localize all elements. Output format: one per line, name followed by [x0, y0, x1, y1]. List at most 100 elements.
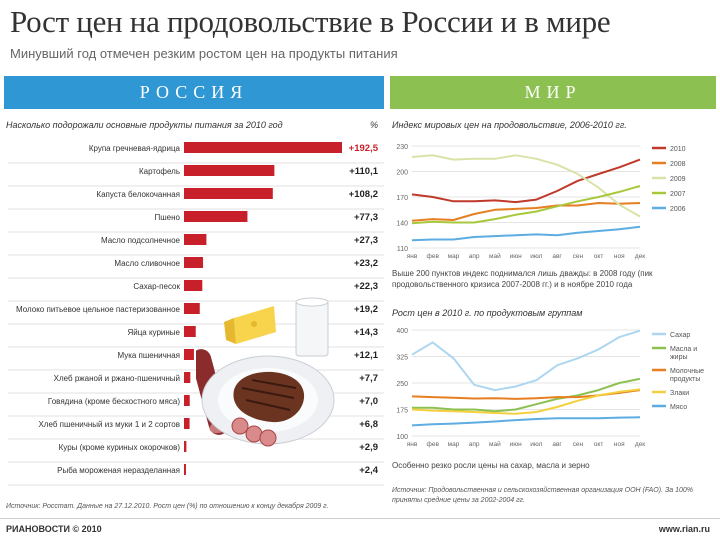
- series-line: [411, 416, 641, 427]
- bar: [184, 372, 191, 383]
- legend-label: 2007: [670, 191, 686, 198]
- series-line: [411, 329, 641, 392]
- x-tick-label: фев: [427, 441, 440, 448]
- x-tick-label: сен: [573, 441, 584, 448]
- bar-category-label: Куры (кроме куриных окорочков): [59, 443, 181, 452]
- bar: [184, 234, 207, 245]
- bar-value-label: +6,8: [359, 419, 378, 430]
- steak-icon: [233, 371, 305, 423]
- bar: [184, 280, 203, 291]
- bar-value-label: +2,4: [359, 465, 378, 476]
- series-line: [411, 388, 641, 415]
- x-tick-label: июн: [510, 441, 523, 448]
- x-tick-label: июн: [510, 253, 523, 260]
- group-chart-title: Рост цен в 2010 г. по продуктовым группа…: [392, 308, 583, 318]
- x-tick-label: мар: [448, 441, 460, 448]
- x-tick-label: май: [489, 440, 501, 448]
- world-food-index-chart: 110 140 170 200 230 янв фев мар апр май июн июл авг с…: [396, 144, 686, 260]
- footer-divider: [0, 518, 720, 519]
- series-line: [411, 154, 641, 218]
- x-tick-label: окт: [594, 441, 604, 448]
- bar: [184, 395, 190, 406]
- legend-label: Злаки: [670, 390, 689, 397]
- bar-value-label: +192,5: [349, 143, 379, 154]
- bar: [184, 303, 200, 314]
- x-tick-label: мар: [448, 253, 460, 260]
- x-tick-label: дек: [635, 253, 645, 260]
- group-chart-note: Особенно резко росли цены на сахар, масл…: [392, 461, 590, 470]
- bar-chart-title: Насколько подорожали основные продукты п…: [6, 120, 283, 130]
- y-tick-label: 325: [396, 355, 408, 362]
- bar-category-label: Рыба мороженая неразделанная: [57, 466, 180, 475]
- bar: [184, 257, 204, 268]
- y-tick-label: 200: [396, 170, 408, 177]
- x-tick-label: янв: [407, 441, 418, 448]
- x-tick-label: май: [489, 252, 501, 260]
- bar-category-label: Говядина (кроме бескостного мяса): [48, 397, 180, 406]
- bar-value-label: +22,3: [354, 281, 378, 292]
- russia-source: Источник: Росстат. Данные на 27.12.2010.…: [6, 503, 329, 510]
- bar: [184, 441, 187, 452]
- world-index-chart-title: Индекс мировых цен на продовольствие, 20…: [392, 120, 627, 130]
- bar-value-label: +7,0: [359, 396, 378, 407]
- x-tick-label: ноя: [614, 253, 625, 260]
- bar-value-label: +27,3: [354, 235, 378, 246]
- bar-category-label: Капуста белокочанная: [96, 190, 180, 199]
- bar-category-label: Мука пшеничная: [117, 351, 180, 360]
- product-groups-chart: 100 175 250 325 400 янв фев мар апр май июн июл авг с…: [396, 328, 704, 448]
- sausage-slices-icon: [231, 417, 277, 447]
- x-tick-label: ноя: [614, 441, 625, 448]
- x-tick-label: апр: [469, 253, 480, 260]
- world-banner: МИР: [390, 76, 716, 109]
- x-tick-label: сен: [573, 253, 584, 260]
- page-subtitle: Минувший год отмечен резким ростом цен н…: [10, 46, 398, 61]
- y-tick-label: 230: [396, 144, 408, 151]
- bar-value-label: +108,2: [349, 189, 378, 200]
- world-source: Источник: Продовольственная и сельскохоз…: [392, 487, 693, 504]
- bar-value-label: +12,1: [354, 350, 379, 361]
- bar: [184, 142, 342, 153]
- world-index-note: Выше 200 пунктов индекс поднимался лишь …: [392, 269, 653, 289]
- series-line: [411, 185, 641, 225]
- x-tick-label: авг: [552, 441, 562, 448]
- ria-logo: РИАНОВОСТИ © 2010: [6, 524, 102, 534]
- bar-value-label: +77,3: [354, 212, 378, 223]
- bar-category-label: Молоко питьевое цельное пастеризованное: [16, 305, 181, 314]
- bar-category-label: Хлеб пшеничный из муки 1 и 2 сортов: [38, 420, 180, 429]
- bar-category-label: Картофель: [139, 167, 180, 176]
- bar: [184, 165, 275, 176]
- legend-label: 2008: [670, 161, 686, 168]
- site-link[interactable]: www.rian.ru: [658, 524, 710, 534]
- bar-value-label: +19,2: [354, 304, 378, 315]
- x-tick-label: дек: [635, 441, 645, 448]
- bar-category-label: Масло сливочное: [114, 259, 180, 268]
- bar-value-label: +23,2: [354, 258, 378, 269]
- y-tick-label: 400: [396, 328, 408, 335]
- bar: [184, 464, 186, 475]
- bar: [184, 211, 248, 222]
- y-tick-label: 170: [396, 195, 408, 202]
- legend-label: Масла и жиры: [670, 346, 697, 361]
- bar-category-label: Крупа гречневая-ядрица: [89, 144, 181, 153]
- page-title: Рост цен на продовольствие в России и в …: [10, 4, 611, 39]
- x-tick-label: фев: [427, 253, 440, 260]
- x-tick-label: окт: [594, 253, 604, 260]
- legend-label: 2010: [670, 146, 686, 153]
- legend-label: 2006: [670, 206, 686, 213]
- series-line: [411, 225, 641, 242]
- bar: [184, 349, 194, 360]
- y-tick-label: 110: [397, 246, 408, 253]
- x-tick-label: апр: [469, 441, 480, 448]
- legend-label: Мясо: [670, 404, 687, 411]
- cheese-icon: [224, 306, 276, 344]
- x-tick-label: июл: [530, 253, 542, 260]
- bar-category-label: Яйца куриные: [127, 328, 180, 337]
- y-tick-label: 175: [396, 408, 408, 415]
- food-illustration: [196, 297, 335, 447]
- y-tick-label: 250: [396, 381, 408, 388]
- bar-value-label: +7,7: [359, 373, 378, 384]
- y-tick-label: 140: [396, 221, 408, 228]
- milk-glass-icon: [295, 297, 329, 357]
- series-line: [411, 202, 641, 222]
- legend-label: Сахар: [670, 332, 690, 339]
